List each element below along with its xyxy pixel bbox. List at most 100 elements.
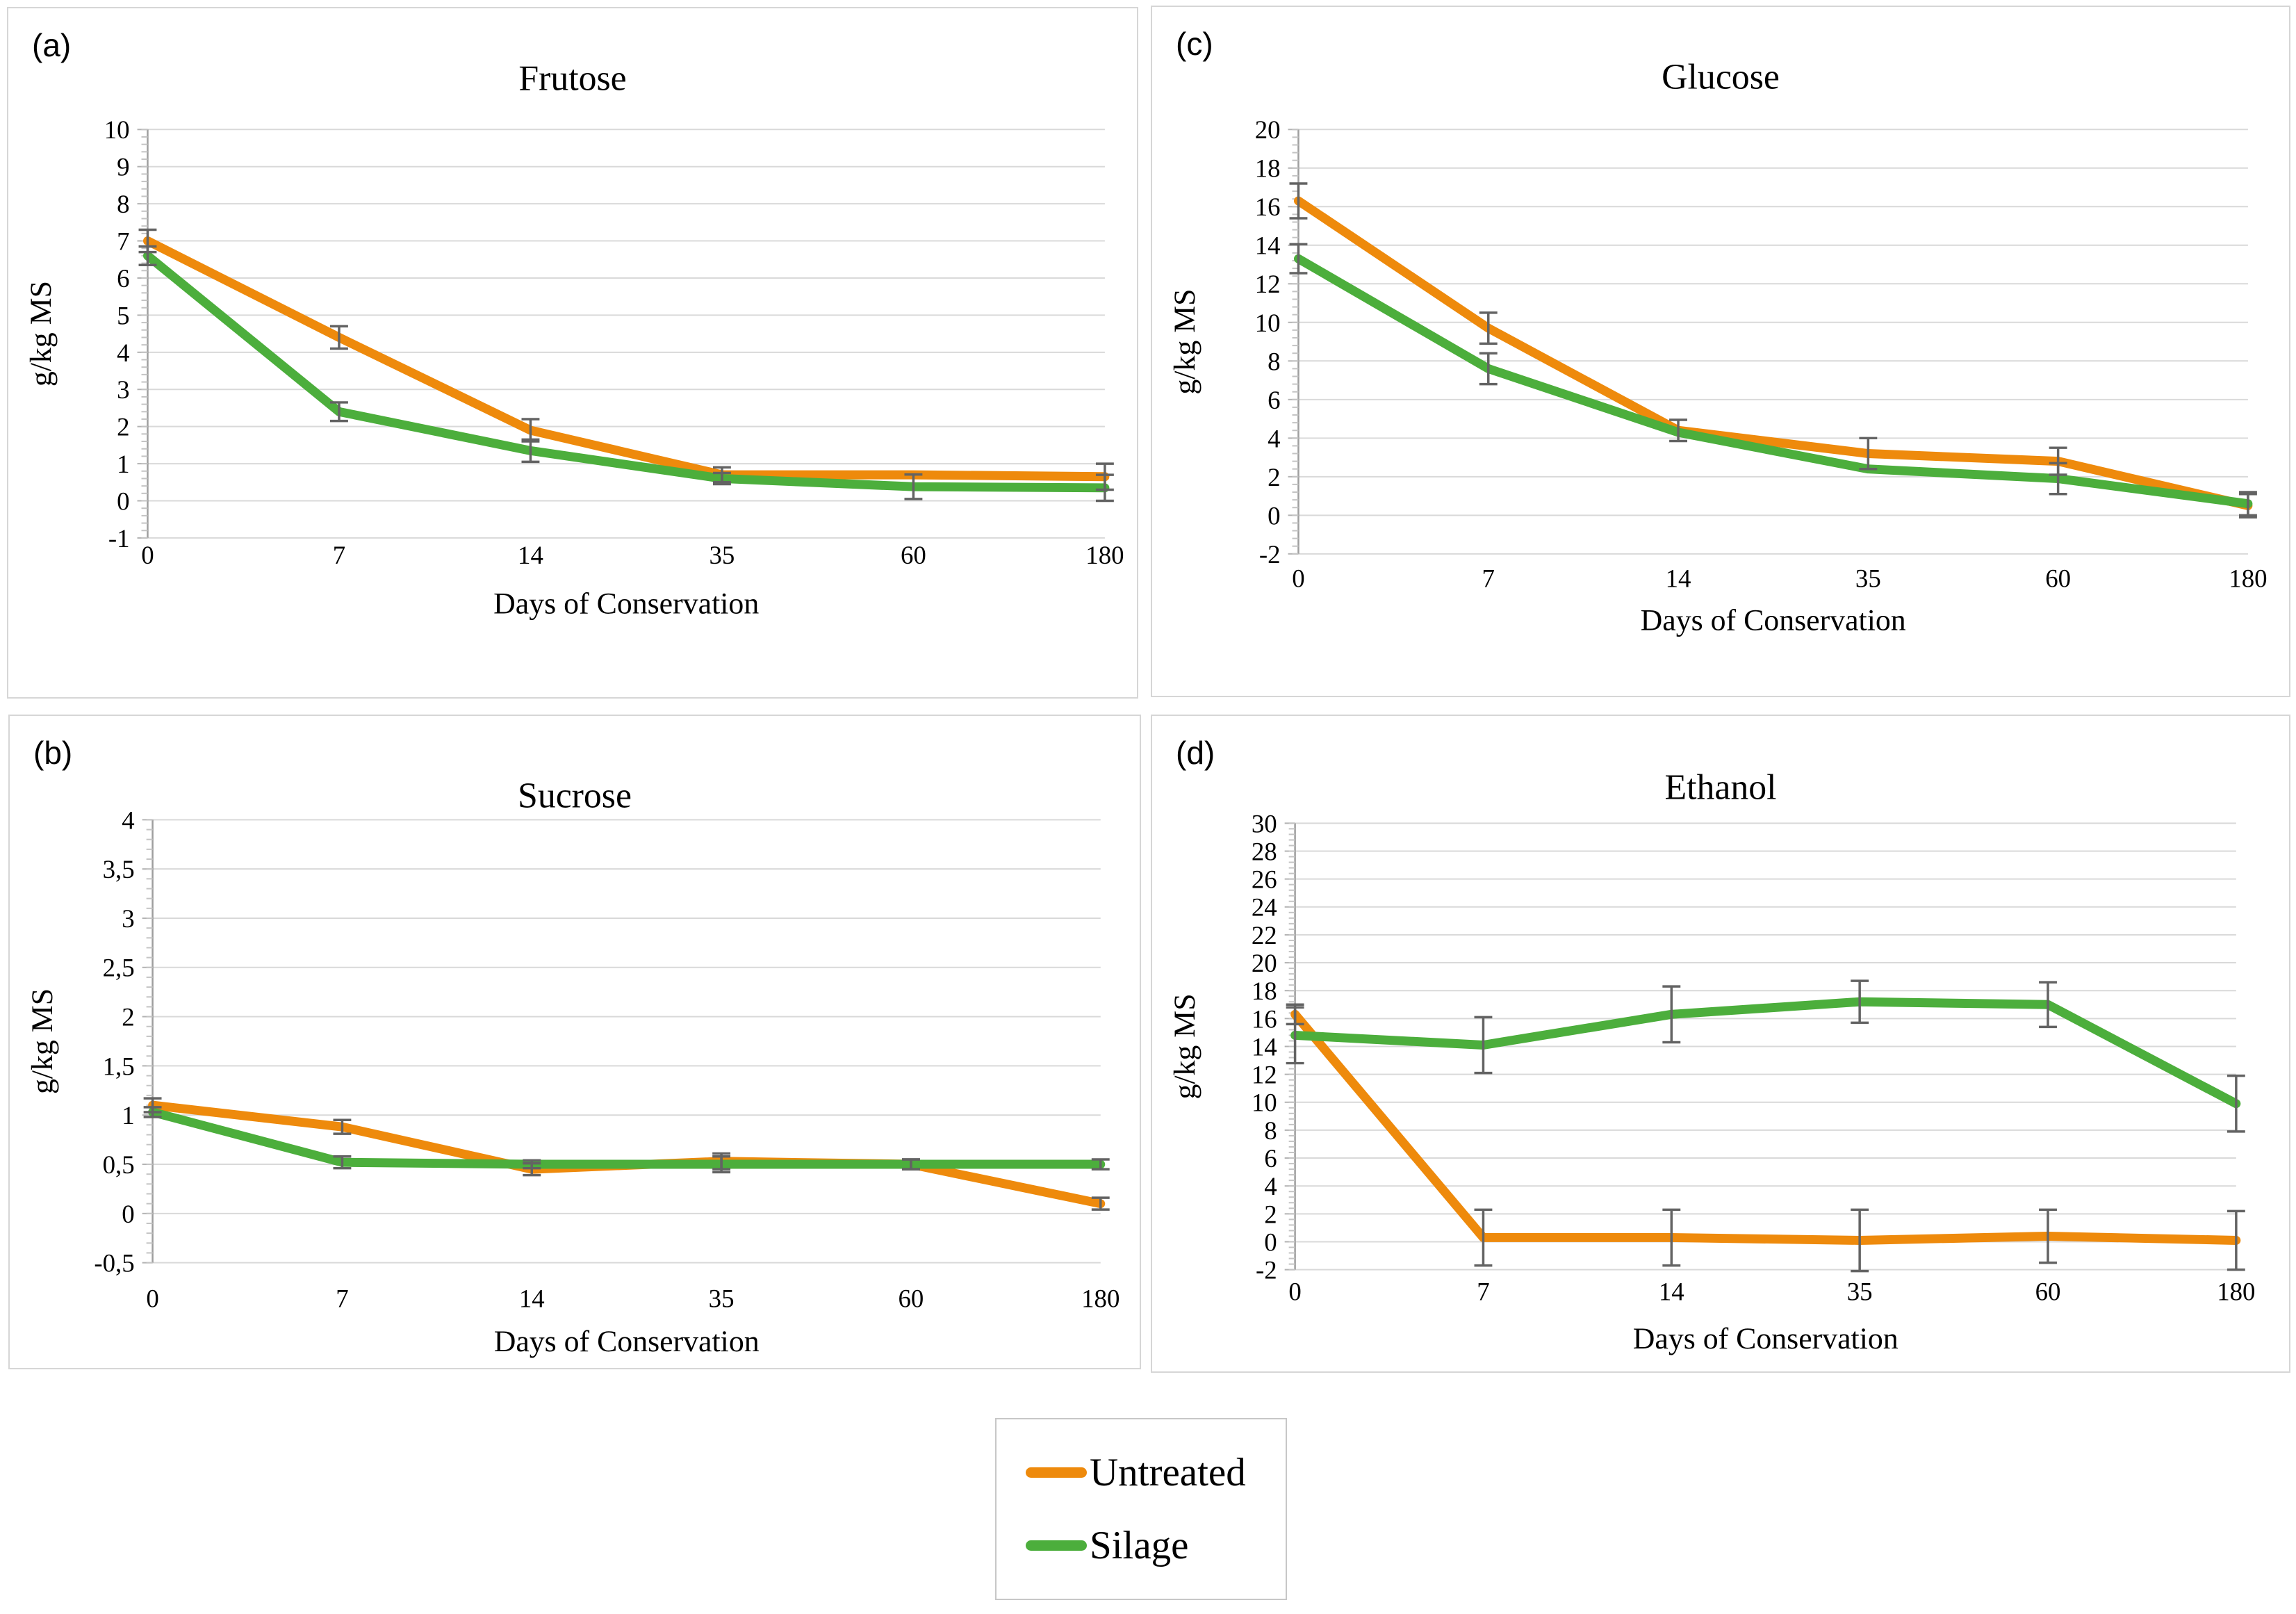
y-tick-label: 3,5 [103,855,135,883]
error-bar-silage [143,1106,162,1118]
series-line-silage [148,1107,1106,1169]
y-tick-label: 10 [1252,1089,1277,1117]
y-tick-label: 0 [1268,501,1280,530]
y-tick-label: 8 [1264,1116,1277,1145]
panel-letter-c: (c) [1176,26,1213,62]
x-axis-label: Days of Conservation [493,587,759,620]
panel-sucrose: (b) 4 3,5 3 2,5 2 1,5 1 0,5 0 -0,5 Sucrose g/kg MS D… [8,715,1141,1369]
error-bar-untreated [2039,1208,2057,1264]
y-tick-label: 3 [122,904,134,933]
series-line-untreated [148,1100,1106,1209]
error-bar-silage [901,1158,920,1171]
error-bar-untreated [1669,418,1687,443]
error-bar-untreated [333,1118,352,1135]
error-bar-silage [1474,1016,1493,1075]
x-tick-label: 60 [2035,1277,2061,1305]
x-tick-label: 180 [1085,541,1124,569]
x-tick-label: 7 [336,1284,348,1312]
y-tick-label: -2 [1259,540,1281,569]
y-tick-label: 18 [1252,977,1277,1005]
y-tick-label: 5 [117,301,129,329]
x-tick-label: 180 [1081,1284,1120,1312]
y-tick-label: 4 [122,806,134,834]
panel-ethanol: (d) 30 28 26 24 22 20 18 16 14 12 10 8 6 4 2 0 -2 Ethanol… [1151,715,2290,1373]
y-tick-label: 8 [1268,347,1280,375]
error-bar-silage [712,471,731,486]
legend-line-untreated-icon [1026,1467,1087,1478]
x-tick-label: 60 [901,541,926,569]
error-bar-untreated [2227,1209,2245,1271]
x-tick-label: 7 [1482,564,1495,593]
x-tick-label: 14 [1666,564,1691,593]
y-tick-label: 2 [1268,463,1280,491]
x-tick-label: 14 [518,541,543,569]
y-tick-label: 0 [122,1200,134,1228]
error-bar-silage [712,1155,731,1174]
error-bar-untreated [1859,437,1878,471]
y-tick-label: 14 [1252,1032,1277,1061]
series-line-untreated [1290,1009,2241,1245]
y-tick-label: 6 [1268,386,1280,414]
chart-title: Sucrose [518,776,632,815]
y-tick-label: 0 [1264,1228,1277,1256]
y-tick-label: 2 [122,1003,134,1032]
y-tick-label: 8 [117,190,129,218]
x-axis-label: Days of Conservation [1633,1322,1899,1355]
legend-label-untreated: Untreated [1090,1451,1246,1494]
y-tick-label: 20 [1255,115,1281,144]
y-tick-label: 6 [117,264,129,293]
y-tick-label: 22 [1252,921,1277,949]
sucrose-chart: 4 3,5 3 2,5 2 1,5 1 0,5 0 -0,5 Sucrose g/kg MS Days … [26,776,1120,1358]
y-axis-label: g/kg MS [24,281,58,386]
series-line-silage [142,251,1110,493]
panel-glucose: (c) 20 18 16 14 12 10 8 6 4 2 0 -2 Glucose g/kg MS Day… [1151,6,2290,697]
series-line-untreated [142,236,1110,482]
y-tick-label: 28 [1252,837,1277,865]
error-bar-untreated [330,325,348,350]
error-bar-silage [330,401,348,423]
x-tick-label: 35 [1847,1277,1873,1305]
y-tick-label: 16 [1255,193,1281,221]
panel-letter-a: (a) [32,27,72,63]
chart-title: Ethanol [1664,767,1776,807]
x-tick-label: 180 [2217,1277,2255,1305]
series-line-untreated [1293,196,2253,510]
error-bar-silage [2039,981,2057,1029]
y-tick-label: -0,5 [94,1249,134,1278]
x-tick-label: 14 [519,1284,545,1312]
y-tick-label: 26 [1252,865,1277,894]
y-tick-label: 3 [117,375,129,404]
x-axis-label: Days of Conservation [1641,603,1906,637]
y-tick-label: 12 [1252,1061,1277,1089]
y-tick-label: 7 [117,227,129,256]
series-line-silage [1290,997,2241,1109]
y-tick-label: 4 [1264,1172,1277,1200]
x-tick-label: 7 [333,541,345,569]
error-bar-silage [1662,985,1681,1044]
y-tick-label: 1 [117,450,129,478]
error-bar-untreated [1289,182,1308,220]
x-tick-label: 60 [2045,564,2071,593]
x-tick-label: 180 [2229,564,2267,593]
error-bar-silage [1286,1006,1304,1065]
y-tick-label: 10 [1255,309,1281,337]
x-tick-label: 60 [899,1284,924,1312]
x-tick-label: 0 [1292,564,1304,593]
error-bar-silage [2227,1074,2245,1133]
panel-frutose: (a) 10 9 8 7 6 5 4 3 2 1 0 -1 Frutose g/kg MS Days of … [7,7,1138,699]
panel-letter-b: (b) [33,735,73,771]
x-tick-label: 35 [710,541,735,569]
y-tick-label: 1,5 [103,1052,135,1080]
y-tick-label: 18 [1255,154,1281,183]
error-bar-silage [1091,1158,1110,1171]
y-tick-label: 0,5 [103,1150,135,1179]
y-tick-label: 0 [117,487,129,515]
y-tick-label: 2,5 [103,954,135,982]
error-bar-silage [2049,462,2067,496]
error-bar-silage [1851,979,1869,1025]
y-tick-label: 1 [122,1101,134,1130]
error-bar-silage [1289,243,1308,275]
